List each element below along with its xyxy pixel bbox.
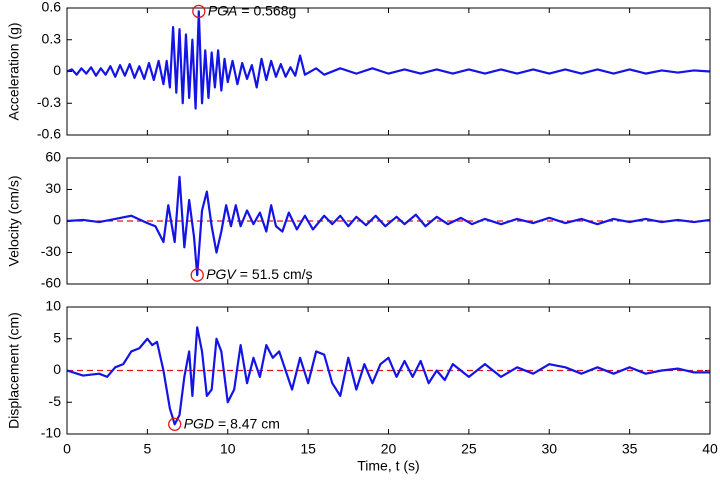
- x-axis-label: Time, t (s): [357, 458, 419, 474]
- y-tick-label: -0.6: [37, 126, 61, 142]
- peak-label: PGA: [208, 2, 238, 18]
- y-tick-label: 0: [53, 361, 61, 377]
- plot-frame: [66, 157, 711, 285]
- y-tick-label: 0: [53, 62, 61, 78]
- x-tick-label: 35: [622, 441, 638, 457]
- y-axis-label: Displacement (cm): [6, 312, 22, 429]
- series-line: [66, 175, 711, 277]
- x-tick-label: 0: [63, 441, 71, 457]
- y-tick-label: -0.3: [37, 94, 61, 110]
- x-tick-label: 25: [461, 441, 477, 457]
- y-axis-label: Velocity (cm/s): [6, 175, 22, 266]
- plot-frame: [66, 7, 711, 136]
- plot-frame: [66, 306, 711, 435]
- x-tick-label: 20: [381, 441, 397, 457]
- x-tick-label: 40: [702, 441, 718, 457]
- x-tick-label: 10: [220, 441, 236, 457]
- series-line: [66, 10, 711, 110]
- x-tick-label: 5: [143, 441, 151, 457]
- y-tick-label: -60: [41, 275, 61, 291]
- y-tick-label: 60: [45, 149, 61, 165]
- y-axis-label: Acceleration (g): [6, 22, 22, 120]
- series-line: [66, 326, 710, 426]
- y-tick-label: -30: [41, 243, 61, 259]
- peak-marker: [168, 417, 182, 431]
- y-tick-label: 30: [45, 180, 61, 196]
- y-tick-label: 5: [53, 329, 61, 345]
- y-tick-label: 0.3: [42, 30, 62, 46]
- peak-marker: [192, 4, 206, 19]
- peak-annotation: PGA = 0.568g: [208, 2, 296, 18]
- peak-annotation: PGD = 8.47 cm: [184, 415, 280, 431]
- y-tick-label: 0: [53, 212, 61, 228]
- peak-marker: [190, 268, 204, 282]
- y-tick-label: 10: [45, 298, 61, 314]
- peak-annotation: PGV = 51.5 cm/s: [206, 266, 312, 282]
- peak-label: PGV: [206, 266, 237, 282]
- y-tick-label: -5: [49, 393, 62, 409]
- peak-value: = 8.47 cm: [218, 415, 280, 431]
- peak-value: = 51.5 cm/s: [240, 266, 313, 282]
- y-tick-label: 0.6: [42, 0, 62, 15]
- x-tick-label: 15: [300, 441, 316, 457]
- y-tick-label: -10: [41, 425, 61, 441]
- x-tick-label: 30: [541, 441, 557, 457]
- peak-label: PGD: [184, 415, 214, 431]
- peak-value: = 0.568g: [241, 2, 296, 18]
